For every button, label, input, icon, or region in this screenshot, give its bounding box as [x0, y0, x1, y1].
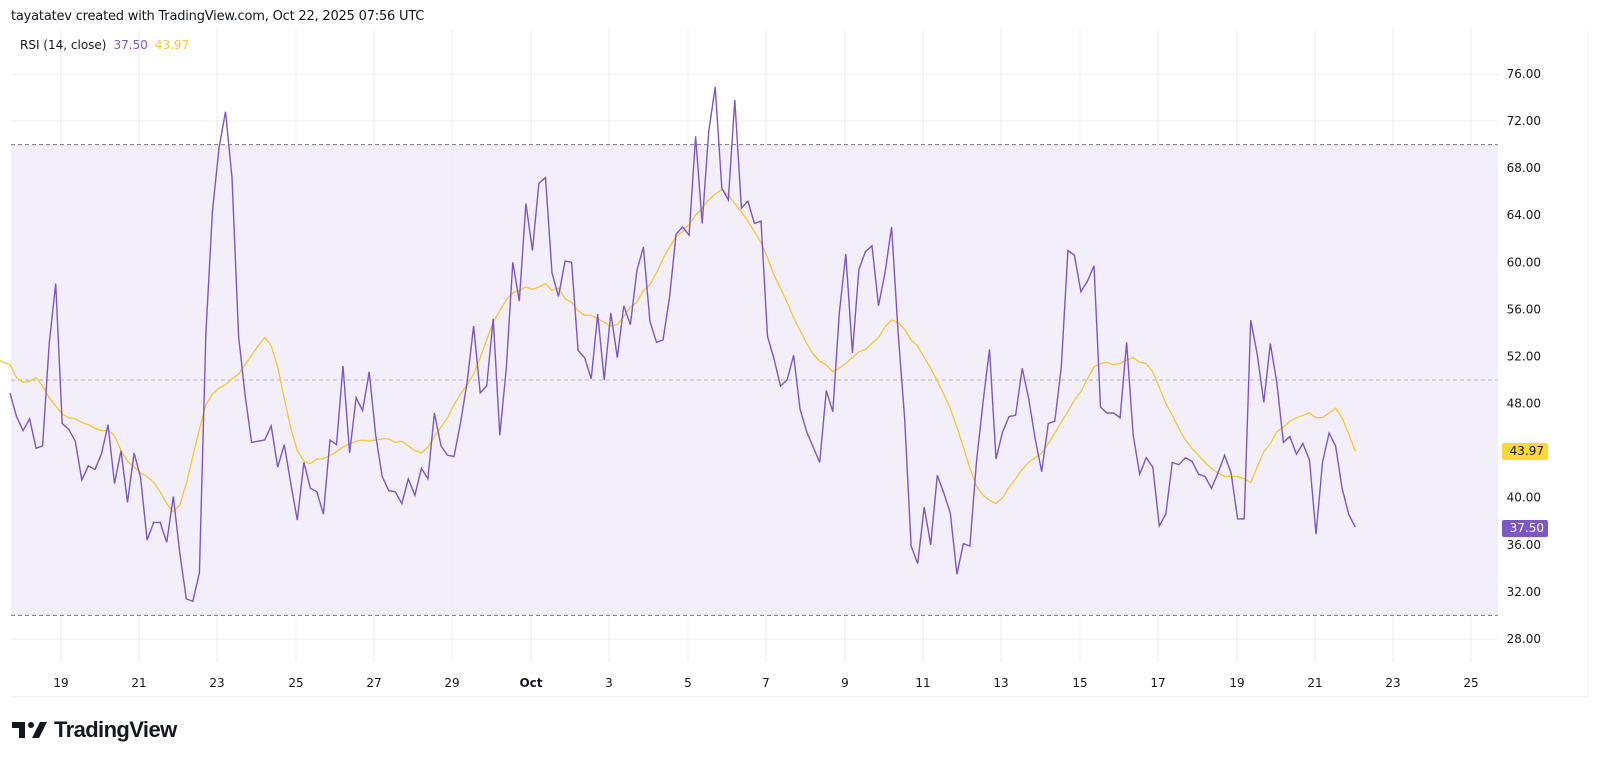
x-tick-label: Oct: [519, 676, 543, 690]
chart-attribution: tayatatev created with TradingView.com, …: [11, 9, 425, 24]
indicator-name: RSI (14, close): [20, 38, 107, 52]
y-tick-label: 32.00: [1507, 585, 1541, 599]
indicator-legend[interactable]: RSI (14, close) 37.50 43.97: [20, 38, 189, 52]
tradingview-logo-icon: [12, 722, 47, 738]
x-tick-label: 29: [444, 676, 460, 690]
x-tick-label: 9: [841, 676, 849, 690]
ma-value: 43.97: [154, 38, 190, 52]
x-tick-label: 19: [1229, 676, 1245, 690]
y-tick-label: 68.00: [1507, 161, 1541, 175]
y-tick-label: 56.00: [1507, 302, 1541, 316]
x-tick-label: 11: [915, 676, 931, 690]
y-tick-label: 40.00: [1507, 491, 1541, 505]
y-tick-label: 76.00: [1507, 67, 1541, 81]
y-tick-label: 28.00: [1507, 632, 1541, 646]
y-tick-label: 64.00: [1507, 208, 1541, 222]
x-tick-label: 27: [366, 676, 382, 690]
y-tick-label: 72.00: [1507, 114, 1541, 128]
x-tick-label: 5: [684, 676, 692, 690]
y-tick-label: 52.00: [1507, 349, 1541, 363]
x-tick-label: 19: [53, 676, 69, 690]
x-tick-label: 7: [762, 676, 770, 690]
ma-price-tag: 43.97: [1502, 443, 1548, 460]
x-tick-label: 23: [1385, 676, 1401, 690]
x-tick-label: 3: [605, 676, 613, 690]
rsi-line: [9, 86, 1356, 603]
x-tick-label: 15: [1072, 676, 1088, 690]
rsi-price-tag: 37.50: [1502, 520, 1548, 537]
y-tick-label: 36.00: [1507, 538, 1541, 552]
x-tick-label: 13: [993, 676, 1009, 690]
y-tick-label: 48.00: [1507, 397, 1541, 411]
rsi-value: 37.50: [113, 38, 148, 52]
x-tick-label: 23: [209, 676, 225, 690]
y-axis[interactable]: 76.00 72.00 68.00 64.00 60.00 56.00 52.00 48.00…: [1507, 67, 1541, 646]
tradingview-logo: TradingView: [12, 717, 177, 743]
x-tick-label: 25: [288, 676, 304, 690]
y-tick-label: 60.00: [1507, 255, 1541, 269]
chart-pane[interactable]: [11, 29, 1589, 697]
x-tick-label: 25: [1463, 676, 1479, 690]
x-tick-label: 21: [1307, 676, 1323, 690]
x-tick-label: 21: [131, 676, 147, 690]
x-tick-label: 17: [1150, 676, 1166, 690]
tradingview-wordmark: TradingView: [54, 717, 177, 742]
